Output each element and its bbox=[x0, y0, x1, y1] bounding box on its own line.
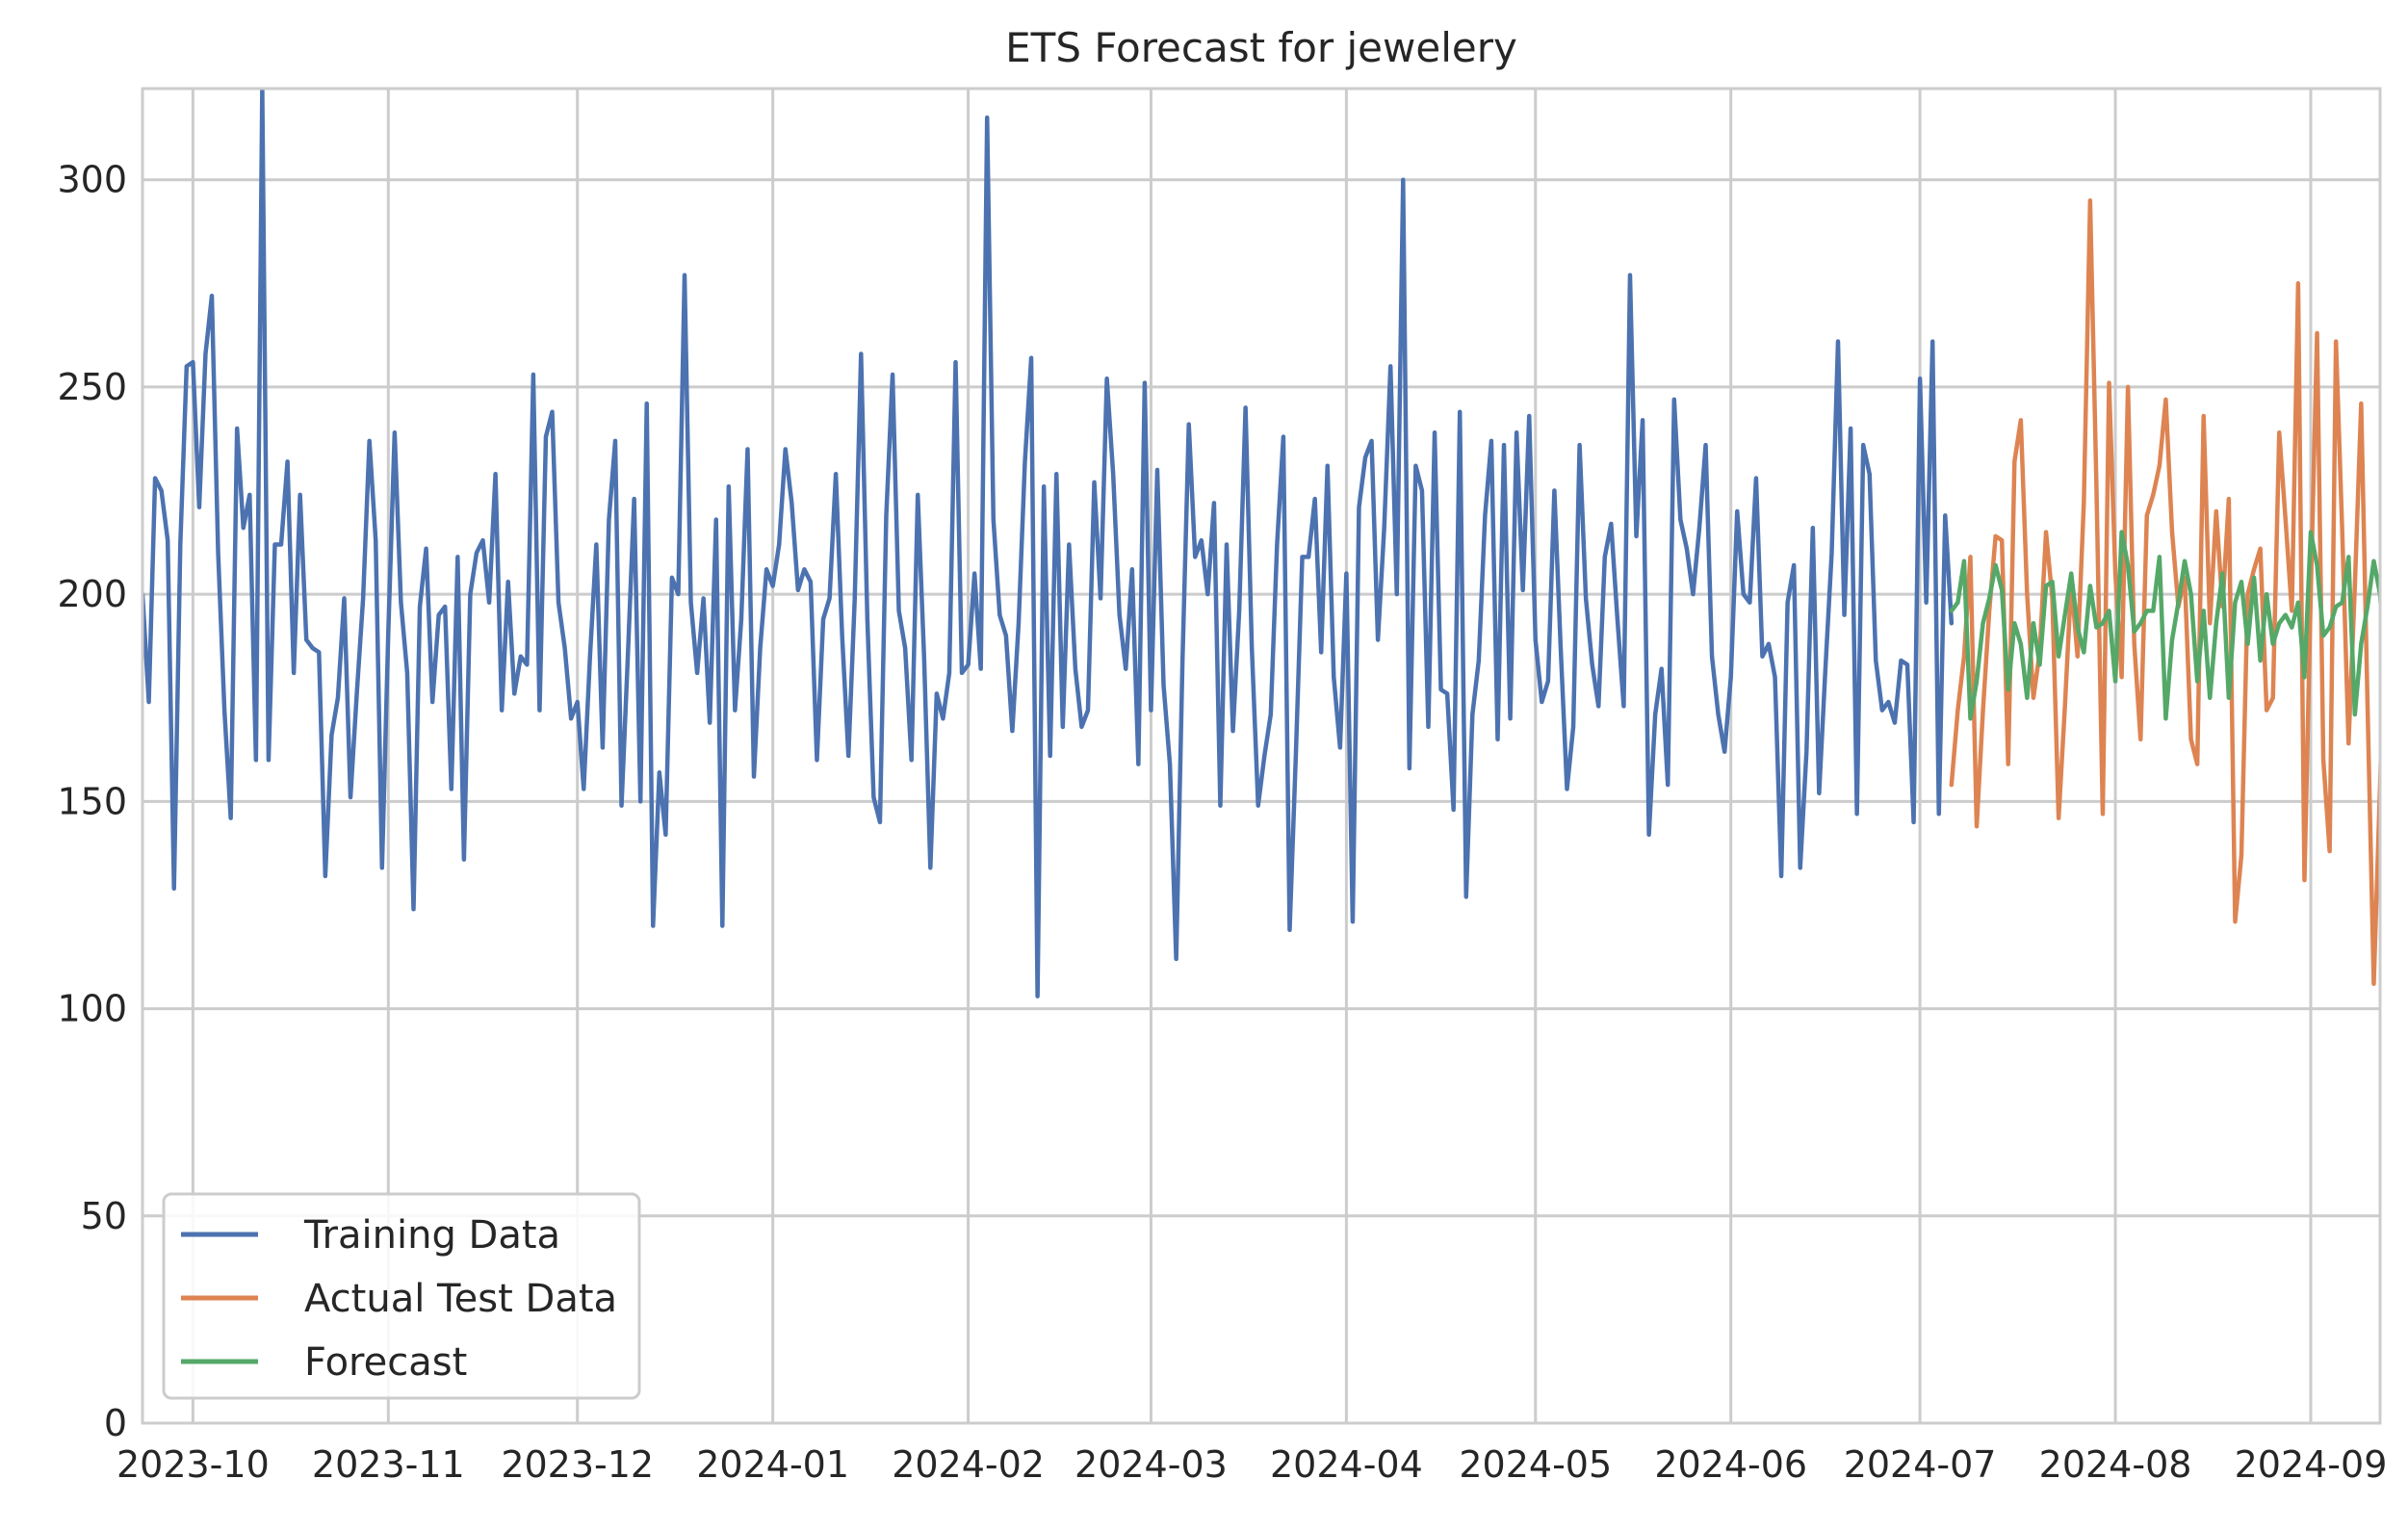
x-tick-label: 2023-12 bbox=[501, 1443, 654, 1486]
x-tick-label: 2024-03 bbox=[1075, 1443, 1228, 1486]
legend-label-training-data: Training Data bbox=[303, 1213, 560, 1258]
x-tick-label: 2024-06 bbox=[1654, 1443, 1807, 1486]
x-tick-label: 2024-02 bbox=[892, 1443, 1045, 1486]
x-tick-label: 2023-10 bbox=[117, 1443, 270, 1486]
grid-lines bbox=[142, 89, 2380, 1425]
y-tick-label: 0 bbox=[104, 1402, 127, 1444]
series-layer bbox=[142, 89, 2380, 999]
y-tick-label: 150 bbox=[57, 780, 127, 822]
x-tick-label: 2023-11 bbox=[312, 1443, 465, 1486]
legend-label-actual-test-data: Actual Test Data bbox=[304, 1277, 617, 1321]
y-axis-ticks: 0 50 100 150 200 250 300 bbox=[57, 159, 127, 1444]
legend: Training Data Actual Test Data Forecast bbox=[162, 1192, 641, 1400]
y-tick-label: 100 bbox=[57, 988, 127, 1030]
x-tick-label: 2024-05 bbox=[1459, 1443, 1612, 1486]
chart-title: ETS Forecast for jewelery bbox=[1005, 24, 1517, 71]
x-tick-label: 2024-07 bbox=[1844, 1443, 1997, 1486]
plot-frame bbox=[141, 87, 2382, 1425]
series-line-training-data bbox=[142, 89, 1955, 999]
legend-items: Training Data Actual Test Data Forecast bbox=[181, 1213, 617, 1385]
y-tick-label: 250 bbox=[57, 366, 127, 408]
y-tick-label: 50 bbox=[81, 1195, 127, 1237]
x-axis-ticks: 2023-10 2023-11 2023-12 2024-01 2024-02 2024-… bbox=[117, 1443, 2387, 1486]
x-tick-label: 2024-04 bbox=[1270, 1443, 1423, 1486]
y-tick-label: 200 bbox=[57, 573, 127, 615]
y-tick-label: 300 bbox=[57, 159, 127, 201]
x-tick-label: 2024-01 bbox=[696, 1443, 849, 1486]
x-tick-label: 2024-09 bbox=[2235, 1443, 2388, 1486]
x-tick-label: 2024-08 bbox=[2039, 1443, 2192, 1486]
legend-label-forecast: Forecast bbox=[304, 1340, 467, 1385]
legend-box bbox=[162, 1192, 641, 1400]
series-line-forecast bbox=[1949, 530, 2380, 721]
